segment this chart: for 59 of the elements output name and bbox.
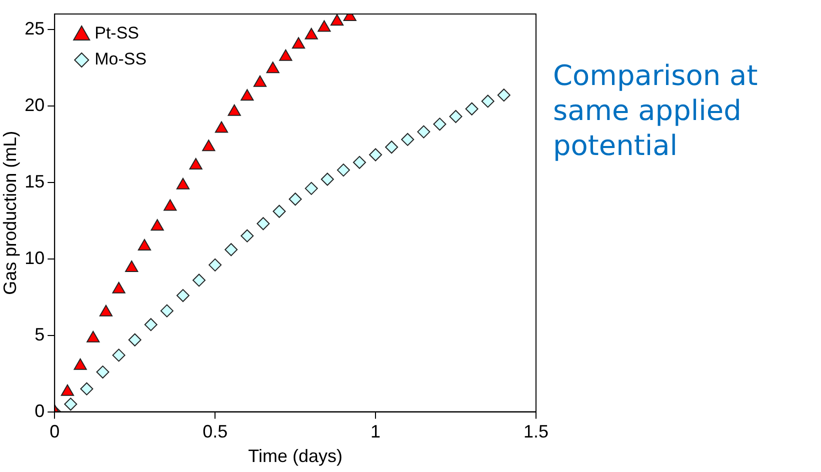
point bbox=[214, 121, 228, 133]
point bbox=[228, 104, 241, 116]
point bbox=[385, 140, 398, 154]
point bbox=[433, 118, 446, 131]
point bbox=[240, 89, 254, 101]
point bbox=[176, 289, 190, 302]
point bbox=[96, 366, 110, 379]
point bbox=[352, 156, 366, 169]
point bbox=[208, 258, 222, 272]
y-tick-label: 15 bbox=[24, 171, 45, 192]
x-tick-label: 0.5 bbox=[202, 422, 228, 442]
point bbox=[272, 204, 286, 218]
point bbox=[266, 62, 280, 74]
x-tick-label: 1 bbox=[370, 422, 381, 442]
point bbox=[164, 199, 177, 211]
point bbox=[256, 217, 270, 230]
y-axis-title: Gas production (mL) bbox=[0, 130, 20, 295]
point bbox=[189, 158, 202, 170]
point bbox=[253, 75, 267, 87]
point bbox=[320, 172, 334, 186]
point bbox=[192, 274, 206, 287]
point bbox=[304, 182, 318, 195]
point bbox=[64, 398, 78, 411]
point bbox=[224, 243, 238, 256]
y-tick-label: 10 bbox=[24, 248, 45, 268]
point bbox=[150, 219, 164, 231]
y-tick-label: 0 bbox=[34, 400, 45, 421]
point bbox=[288, 192, 302, 206]
point bbox=[369, 148, 382, 162]
y-tick-label: 5 bbox=[34, 324, 45, 344]
point bbox=[330, 14, 344, 26]
y-tick-label: 25 bbox=[24, 18, 45, 38]
x-tick-label: 0 bbox=[50, 422, 60, 442]
point bbox=[465, 102, 478, 116]
point bbox=[138, 239, 152, 251]
point bbox=[240, 229, 254, 242]
point bbox=[401, 132, 414, 146]
point bbox=[292, 37, 306, 49]
point bbox=[449, 110, 462, 124]
point bbox=[202, 140, 216, 152]
point bbox=[336, 164, 350, 177]
point bbox=[176, 178, 190, 190]
point bbox=[279, 49, 292, 61]
x-axis-title: Time (days) bbox=[248, 446, 342, 466]
point bbox=[112, 348, 126, 362]
legend-label: Mo-SS bbox=[94, 50, 147, 69]
x-tick-label: 1.5 bbox=[523, 422, 549, 442]
text: Comparison at same applied potential bbox=[553, 58, 759, 163]
point bbox=[481, 94, 494, 108]
point bbox=[160, 304, 174, 318]
point bbox=[497, 88, 510, 102]
point bbox=[318, 20, 331, 32]
point bbox=[304, 28, 318, 40]
point bbox=[80, 382, 94, 396]
point bbox=[128, 333, 142, 346]
point bbox=[144, 318, 158, 332]
y-tick-label: 20 bbox=[24, 94, 45, 115]
legend-label: Pt-SS bbox=[94, 24, 140, 43]
point bbox=[417, 125, 430, 138]
